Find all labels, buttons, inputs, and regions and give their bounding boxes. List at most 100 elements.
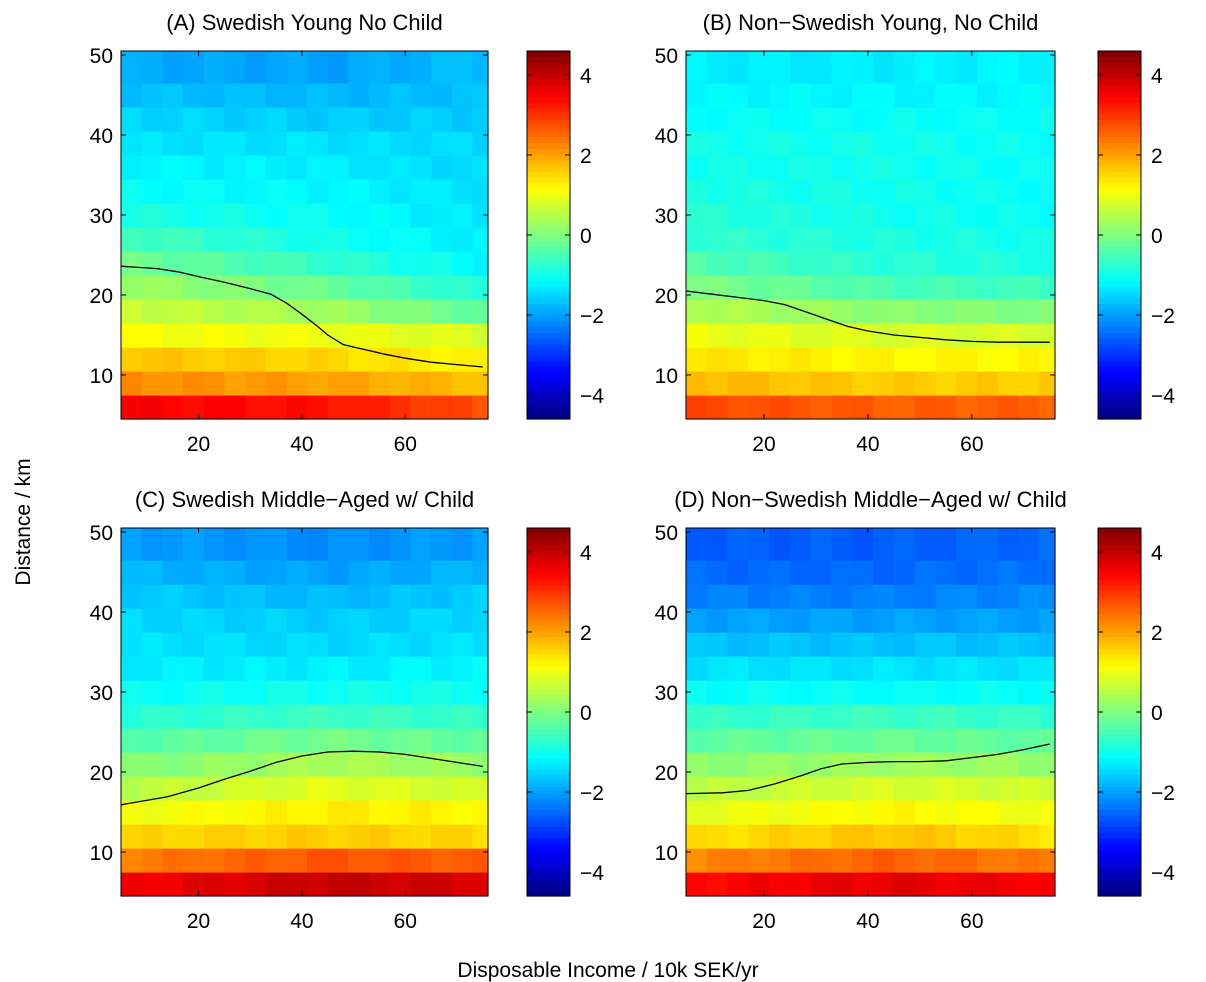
heatmap-cell [893,656,916,681]
heatmap-cell [307,51,329,84]
panel-title: (B) Non−Swedish Young, No Child [703,10,1039,35]
heatmap-cell [162,131,184,156]
colorbar-segment [1098,327,1141,334]
heatmap-cell [831,323,853,348]
heatmap-cell [873,227,895,252]
heatmap-cell [183,299,205,324]
heatmap-cell [141,107,163,132]
colorbar-segment [1098,62,1141,69]
heatmap-cell [389,83,412,108]
heatmap-cell [472,51,489,84]
heatmap-cell [686,656,708,681]
heatmap-cell [706,203,729,228]
heatmap-cell [873,395,895,420]
heatmap-cell [224,608,246,633]
heatmap-cell [431,347,453,372]
heatmap-cell [977,680,999,705]
heatmap-cell [410,227,432,252]
heatmap-cell [686,632,708,657]
colorbar-segment [527,396,570,403]
heatmap-cell [224,560,246,585]
heatmap-cell [873,704,895,729]
heatmap-cell [307,323,329,348]
colorbar-segment [1098,528,1141,535]
heatmap-cell [162,848,184,873]
heatmap-cell [265,251,288,276]
heatmap-cell [327,395,350,420]
heatmap-cell [141,704,163,729]
colorbar-segment [527,235,570,242]
colorbar-segment [527,533,570,541]
heatmap-cell [1039,632,1056,657]
colorbar-segment [527,763,570,771]
heatmap-cell [451,608,474,633]
heatmap-cell [162,728,184,753]
colorbar-segment [1098,338,1141,345]
figure-y-axis-label: Distance / km [12,458,35,585]
colorbar-segment [1098,832,1141,840]
heatmap-cell [327,203,350,228]
heatmap-cell [977,704,999,729]
heatmap-cell [183,371,205,396]
heatmap-cell [789,51,812,84]
colorbar-segment [527,373,570,380]
colorbar-segment [1098,51,1141,58]
colorbar-segment [527,240,570,248]
heatmap-cell [472,528,489,561]
colorbar-tick-label: −4 [580,385,604,408]
heatmap-cell [410,347,432,372]
heatmap-cell [410,776,432,801]
heatmap-cell [956,752,978,777]
heatmap-cell [977,107,999,132]
heatmap-cell [810,251,833,276]
heatmap-cell [1039,752,1056,777]
heatmap-cell [327,848,350,873]
heatmap-cell [348,632,370,657]
heatmap-cell [997,107,1020,132]
heatmap-cell [997,680,1020,705]
heatmap-cell [789,395,812,420]
colorbar-segment [527,350,570,357]
heatmap-cell [769,323,791,348]
colorbar-segment [527,890,570,897]
heatmap-cell [224,776,246,801]
heatmap-cell [286,51,308,84]
heatmap-cell [141,632,163,657]
colorbar-segment [527,539,570,546]
colorbar-segment [527,602,570,610]
heatmap-cell [748,656,770,681]
panel-b: 20 40 60 10 20 30 40 50 (B) Non−Swedish Young, N… [655,10,1056,456]
colorbar-segment [527,740,570,748]
colorbar-tick-label: 4 [580,542,592,565]
heatmap-cell [348,371,370,396]
heatmap-cell [203,51,225,84]
heatmap-cell [203,203,225,228]
heatmap-cell [852,800,874,825]
heatmap-cell [997,227,1020,252]
heatmap-cell [935,203,957,228]
heatmap-cell [245,656,267,681]
heatmap-cell [431,632,453,657]
heatmap-cell [852,776,874,801]
colorbar-segment [527,729,570,736]
heatmap-cell [286,323,308,348]
colorbar-segment [527,154,570,161]
heatmap-cell [831,872,853,897]
colorbar-segment [1098,568,1141,575]
heatmap-cell [997,83,1020,108]
heatmap-cell [141,251,163,276]
colorbar-segment [1098,752,1141,759]
heatmap-cell [686,107,708,132]
heatmap-cell [810,704,833,729]
heatmap-cell [977,584,999,609]
colorbar-segment [527,735,570,742]
heatmap-cell [369,680,391,705]
colorbar-segment [527,361,570,368]
heatmap-cell [327,776,350,801]
heatmap-cell [956,800,978,825]
heatmap-cell [789,824,812,849]
heatmap-cell [956,584,978,609]
heatmap-cell [369,728,391,753]
heatmap-cell [410,107,432,132]
heatmap-cell [265,131,288,156]
